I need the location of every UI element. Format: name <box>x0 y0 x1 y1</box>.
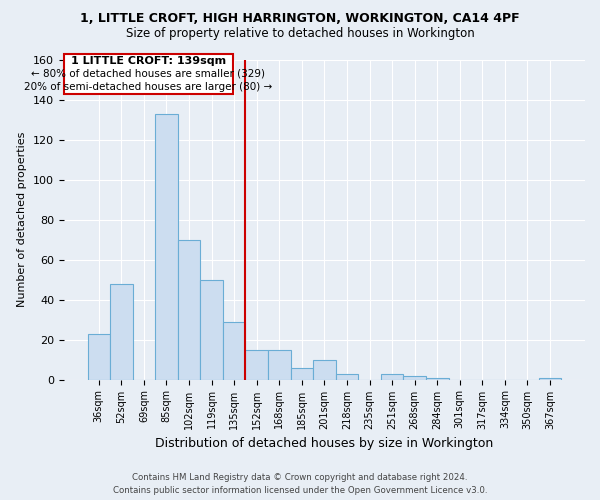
Text: ← 80% of detached houses are smaller (329): ← 80% of detached houses are smaller (32… <box>31 68 265 78</box>
Bar <box>223 322 245 380</box>
FancyBboxPatch shape <box>64 54 233 94</box>
Bar <box>268 350 290 380</box>
Text: Size of property relative to detached houses in Workington: Size of property relative to detached ho… <box>125 28 475 40</box>
Bar <box>313 360 336 380</box>
Y-axis label: Number of detached properties: Number of detached properties <box>17 132 28 308</box>
Bar <box>290 368 313 380</box>
Text: Contains HM Land Registry data © Crown copyright and database right 2024.
Contai: Contains HM Land Registry data © Crown c… <box>113 473 487 495</box>
Text: 1 LITTLE CROFT: 139sqm: 1 LITTLE CROFT: 139sqm <box>71 56 226 66</box>
Bar <box>336 374 358 380</box>
Bar <box>539 378 562 380</box>
X-axis label: Distribution of detached houses by size in Workington: Distribution of detached houses by size … <box>155 437 494 450</box>
Bar <box>381 374 403 380</box>
Bar <box>155 114 178 380</box>
Bar <box>245 350 268 380</box>
Bar <box>200 280 223 380</box>
Bar <box>110 284 133 380</box>
Bar <box>178 240 200 380</box>
Text: 1, LITTLE CROFT, HIGH HARRINGTON, WORKINGTON, CA14 4PF: 1, LITTLE CROFT, HIGH HARRINGTON, WORKIN… <box>80 12 520 26</box>
Bar <box>88 334 110 380</box>
Bar <box>403 376 426 380</box>
Text: 20% of semi-detached houses are larger (80) →: 20% of semi-detached houses are larger (… <box>24 82 272 92</box>
Bar <box>426 378 449 380</box>
